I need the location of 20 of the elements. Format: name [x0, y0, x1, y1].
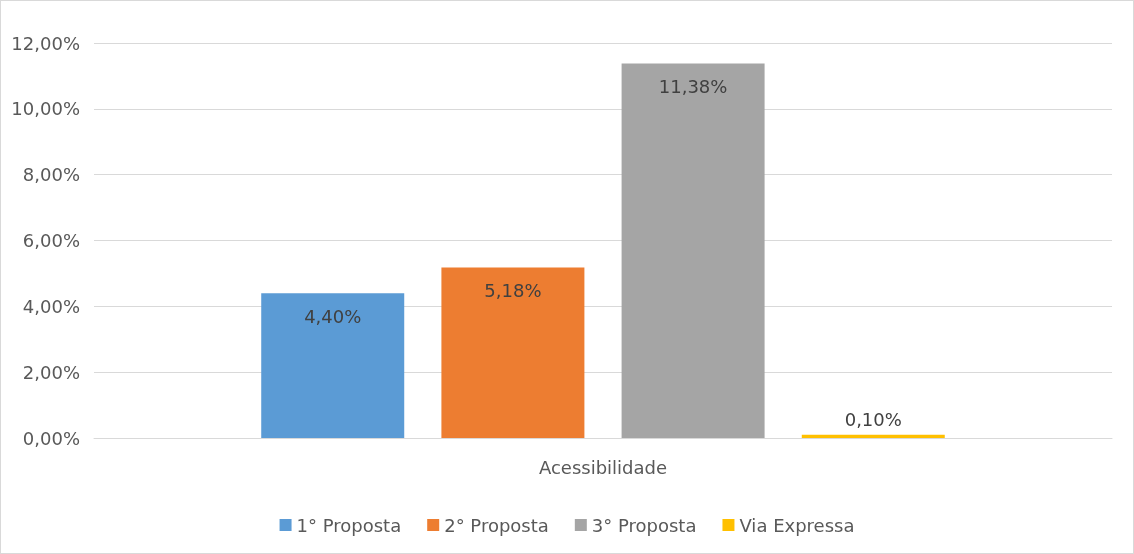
data-label: 0,10%	[844, 409, 902, 431]
y-tick-label: 4,00%	[22, 295, 80, 317]
bar	[621, 63, 765, 438]
y-tick-label: 6,00%	[22, 230, 80, 251]
bar	[801, 434, 945, 438]
data-label: 11,38%	[658, 75, 728, 97]
y-tick-label: 8,00%	[22, 164, 80, 186]
data-label: 4,40%	[304, 305, 362, 327]
y-tick-label: 0,00%	[22, 427, 80, 449]
legend-label: 3° Proposta	[591, 514, 697, 536]
data-label: 5,18%	[484, 279, 542, 301]
bar	[441, 267, 585, 438]
y-tick-label: 10,00%	[11, 98, 80, 120]
y-tick-label: 12,00%	[11, 32, 80, 54]
y-tick-label: 2,00%	[22, 361, 80, 383]
x-tick-label: Acessibilidade	[538, 456, 668, 478]
legend-label: Via Expressa	[739, 514, 855, 536]
legend-label: 2° Proposta	[444, 514, 549, 536]
legend-label: 1° Proposta	[296, 514, 402, 536]
bar	[261, 293, 405, 438]
